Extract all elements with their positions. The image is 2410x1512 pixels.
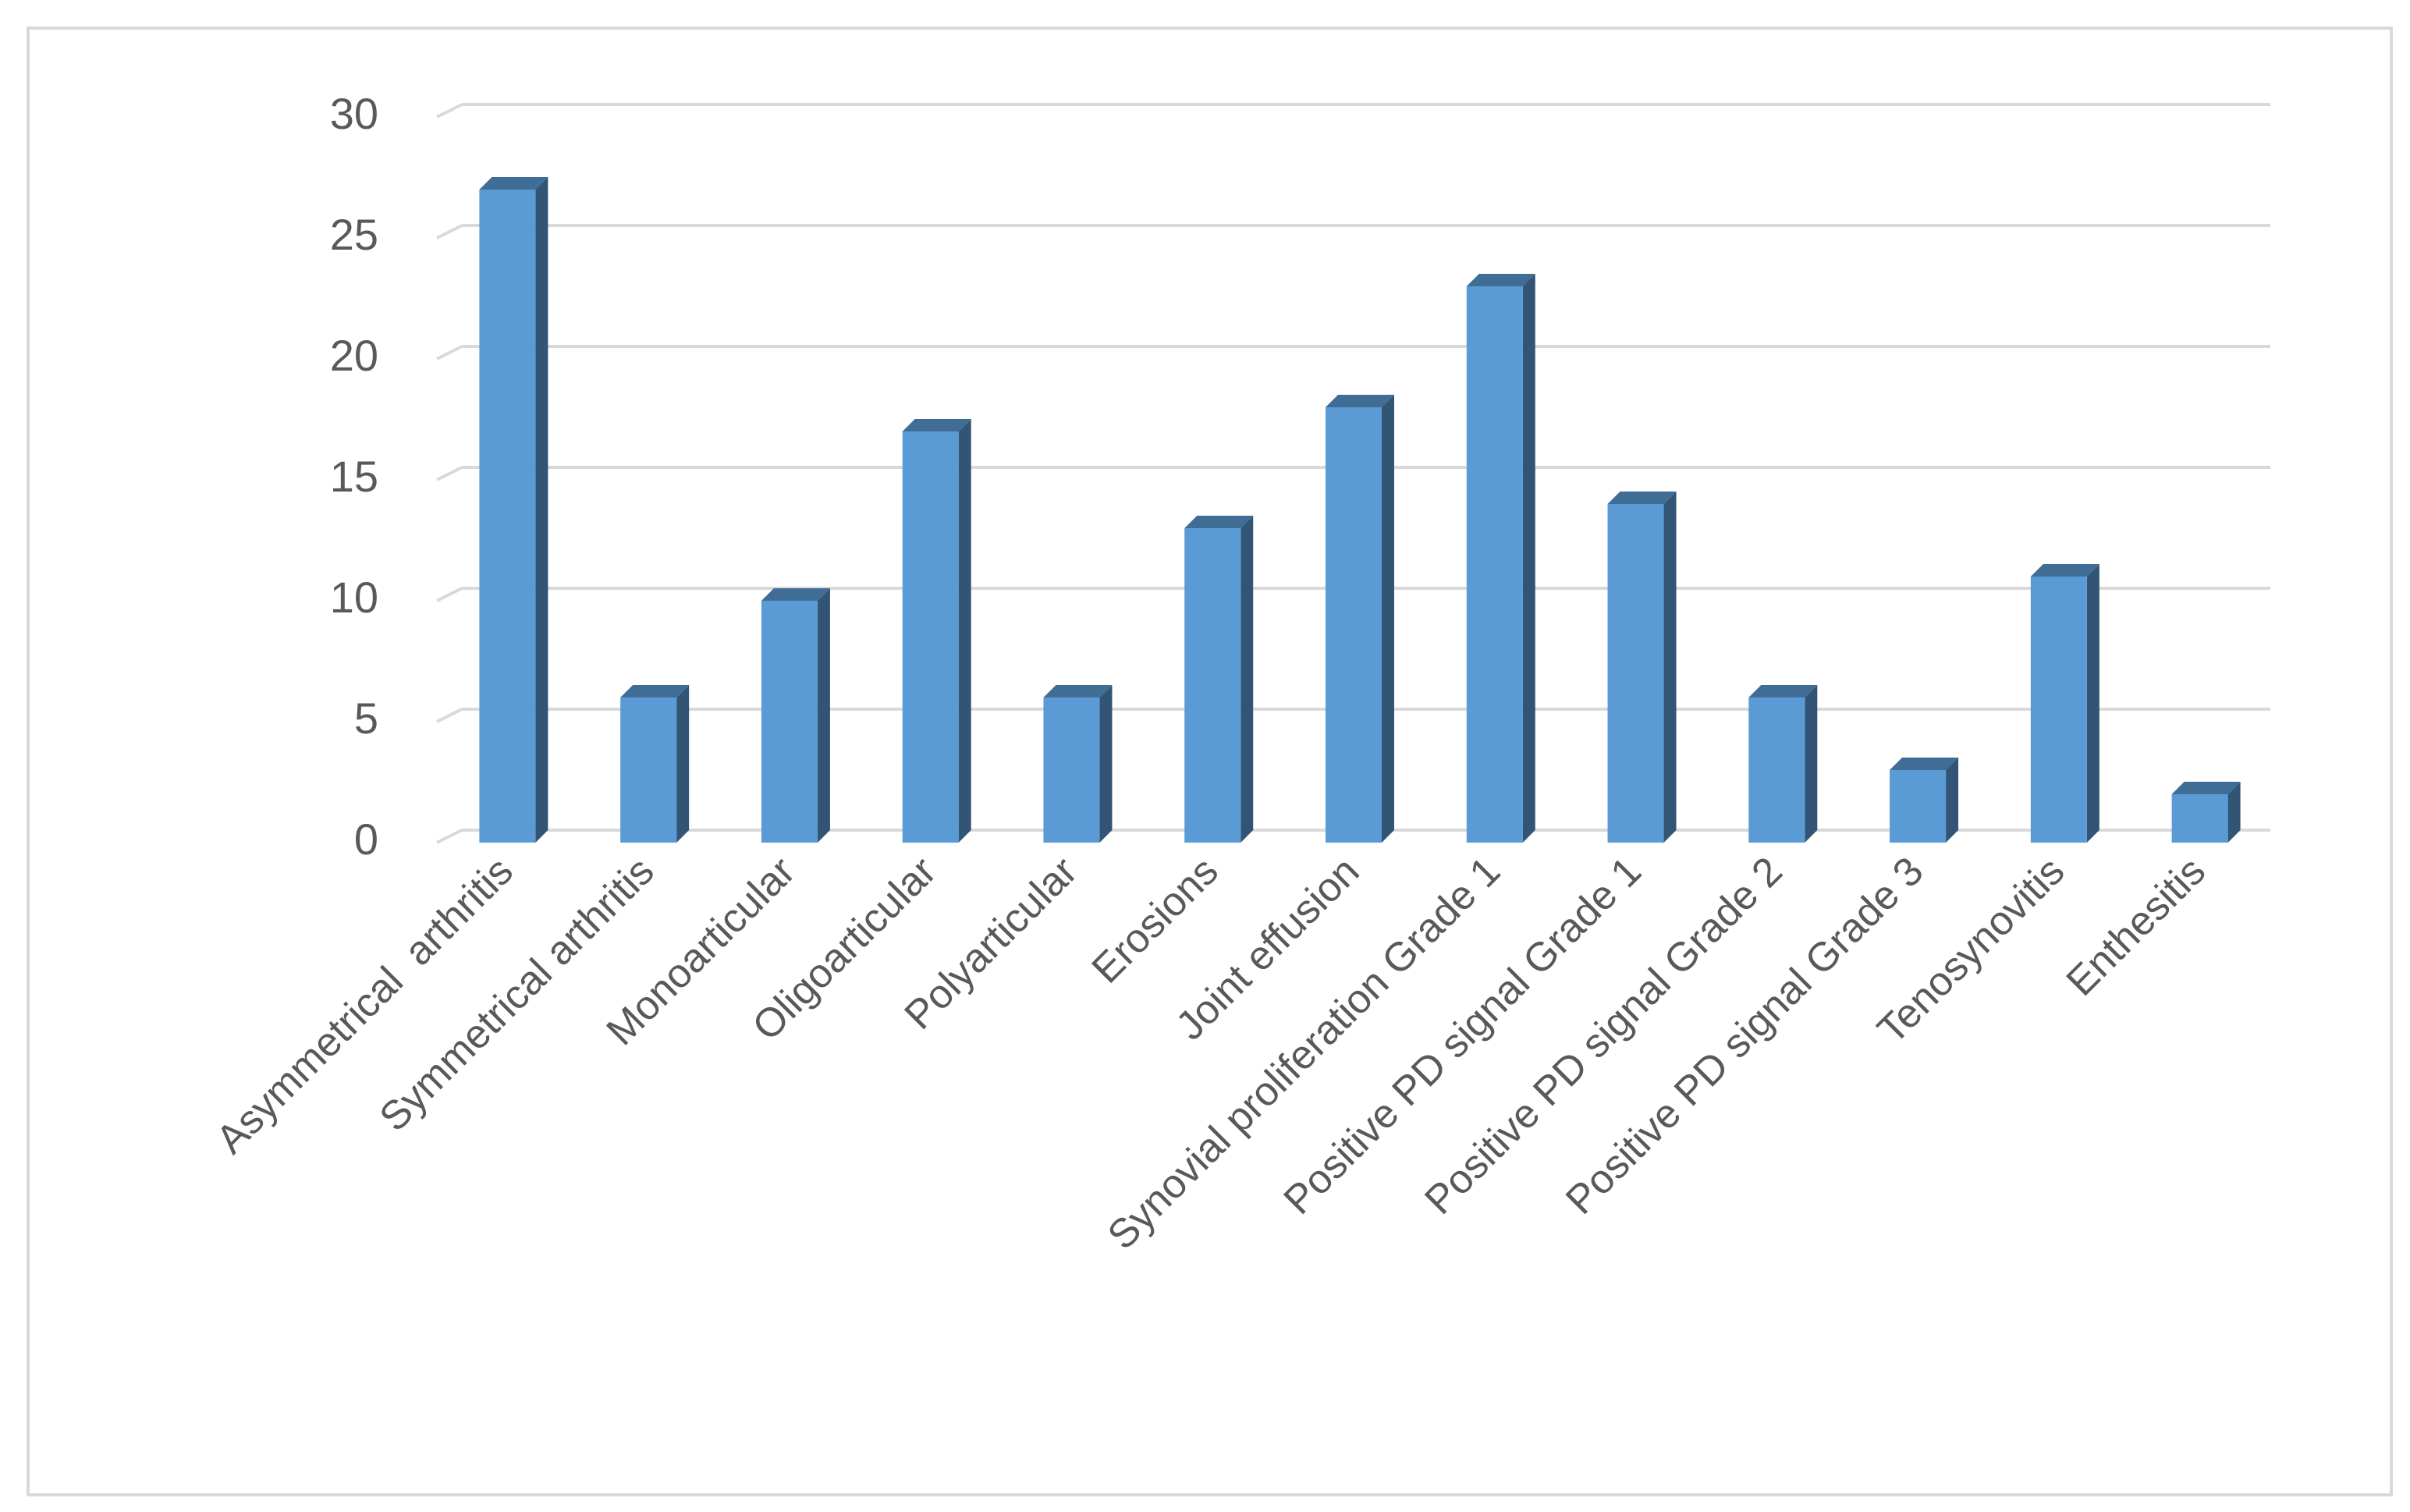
bar xyxy=(1607,504,1664,843)
bar-side xyxy=(817,588,830,843)
bar xyxy=(1466,286,1523,843)
bar xyxy=(1184,528,1241,843)
grid-line xyxy=(436,103,463,119)
grid-line xyxy=(436,224,463,240)
bar-top xyxy=(1043,685,1113,697)
bar-top xyxy=(2171,782,2241,794)
bar-top xyxy=(1184,516,1254,528)
bar-top xyxy=(761,588,830,601)
bar xyxy=(620,697,677,843)
bar xyxy=(902,431,959,843)
bar-side xyxy=(2086,564,2099,843)
bar xyxy=(1748,697,1805,843)
bar-top xyxy=(902,419,971,431)
bar-side xyxy=(2227,782,2241,843)
grid-line xyxy=(436,345,463,360)
y-tick-label: 5 xyxy=(354,694,378,743)
bar-top xyxy=(1326,395,1394,407)
grid-line xyxy=(436,829,463,844)
bar xyxy=(1326,407,1382,843)
y-tick-label: 0 xyxy=(354,815,378,864)
bar-side xyxy=(958,419,971,843)
bar xyxy=(479,190,536,843)
grid-line xyxy=(436,708,463,723)
y-tick-label: 30 xyxy=(330,89,378,138)
bar-side xyxy=(1522,274,1535,843)
bar xyxy=(2171,794,2228,843)
bar-side xyxy=(1240,516,1254,843)
bar-side xyxy=(1946,758,1959,843)
bar-top xyxy=(620,685,690,697)
bar-top xyxy=(1890,758,1959,770)
bar-side xyxy=(676,685,690,843)
grid-line xyxy=(436,466,463,481)
y-tick-label: 15 xyxy=(330,452,378,501)
bar-top xyxy=(1748,685,1818,697)
bar-top xyxy=(479,177,548,190)
y-tick-label: 10 xyxy=(330,573,378,622)
bar-side xyxy=(1805,685,1818,843)
bar xyxy=(761,601,818,843)
y-tick-label: 25 xyxy=(330,210,378,259)
y-tick-label: 20 xyxy=(330,331,378,380)
bar-side xyxy=(1663,492,1677,843)
bar xyxy=(1043,697,1100,843)
bar-top xyxy=(2030,564,2099,577)
grid-line xyxy=(436,587,463,602)
bar-side xyxy=(535,177,548,843)
bar xyxy=(2030,577,2087,843)
bar-top xyxy=(1466,274,1535,286)
bar-side xyxy=(1099,685,1113,843)
bar-side xyxy=(1382,395,1394,843)
bar-top xyxy=(1607,492,1677,504)
bar xyxy=(1890,770,1947,843)
